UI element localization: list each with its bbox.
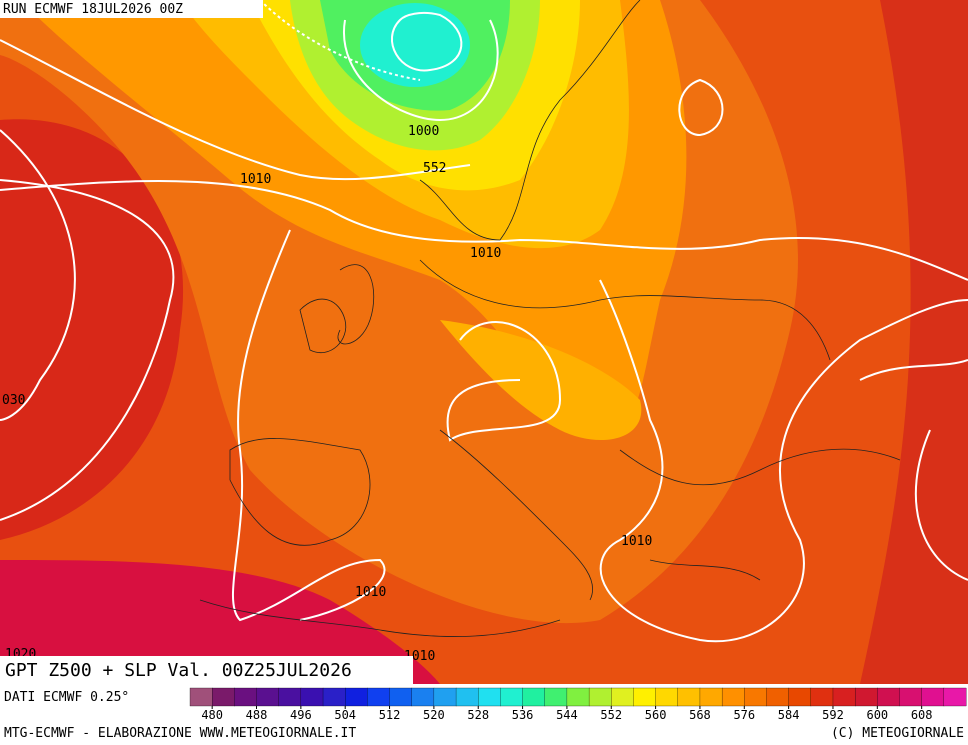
colorbar-swatch — [943, 687, 967, 707]
contour-label: 030 — [2, 393, 25, 408]
colorbar-swatch — [278, 687, 302, 707]
colorbar-tick-label: 496 — [290, 708, 312, 722]
colorbar-swatch — [234, 687, 257, 707]
coastline — [619, 448, 901, 486]
coastline — [439, 429, 593, 601]
colorbar-tick-label: 504 — [334, 708, 356, 722]
isobar — [446, 321, 562, 442]
colorbar-tick-label: 608 — [911, 708, 933, 722]
colorbar-swatch — [411, 687, 435, 707]
colorbar-swatch — [256, 687, 280, 707]
contour-label: 1000 — [408, 124, 439, 139]
colorbar-tick-label: 600 — [866, 708, 888, 722]
isobar — [0, 129, 76, 421]
isobar — [259, 0, 421, 81]
colorbar-swatch — [522, 687, 546, 707]
run-label: RUN ECMWF 18JUL2026 00Z — [3, 2, 183, 17]
colorbar-swatch — [389, 687, 413, 707]
contour-label: 1010 — [621, 534, 652, 549]
isobars — [0, 0, 968, 643]
copyright-label: (C) METEOGIORNALE — [831, 726, 964, 741]
isobar — [859, 359, 968, 381]
contour-label: 552 — [423, 161, 446, 176]
coastlines — [199, 0, 901, 637]
colorbar-tick-label: 560 — [645, 708, 667, 722]
coastline — [419, 0, 641, 241]
isobar — [232, 229, 386, 622]
colorbar-swatch — [322, 687, 346, 707]
colorbar-swatch — [500, 687, 524, 707]
coastline — [199, 599, 561, 637]
contour-label: 1010 — [355, 585, 386, 600]
colorbar-swatch — [212, 687, 235, 707]
coastline — [229, 438, 371, 546]
contour-labels: 1000 552 1010 1010 1010 1010 030 1020 10… — [2, 124, 652, 664]
colorbar-swatch — [721, 687, 745, 707]
colorbar-swatch — [566, 687, 590, 707]
map: 1000 552 1010 1010 1010 1010 030 1020 10… — [0, 0, 968, 684]
colorbar-swatch — [744, 687, 767, 707]
colorbar-tick-label: 480 — [201, 708, 223, 722]
isobar — [599, 279, 968, 643]
colorbar: 480 488 496 504 512 520 528 536 544 552 560 568 576 5… — [189, 687, 967, 722]
colorbar-swatch — [699, 687, 723, 707]
colorbar-swatch — [611, 687, 634, 707]
height-band — [360, 3, 470, 87]
colorbar-swatch — [633, 687, 657, 707]
colorbar-swatch — [189, 687, 213, 707]
colorbar-swatch — [854, 687, 878, 707]
height-band — [860, 0, 968, 684]
colorbar-swatch — [588, 687, 612, 707]
title-box — [0, 656, 413, 684]
height-band — [440, 320, 642, 440]
run-box — [0, 0, 263, 18]
colorbar-tick-label: 592 — [822, 708, 844, 722]
height-band — [0, 119, 184, 541]
colorbar-tick-label: 512 — [379, 708, 401, 722]
source-label: DATI ECMWF 0.25° — [4, 690, 129, 705]
colorbar-tick-label: 528 — [467, 708, 489, 722]
colorbar-swatch — [877, 687, 900, 707]
colorbar-swatch — [810, 687, 834, 707]
isobar — [914, 429, 968, 581]
colorbar-swatch — [544, 687, 568, 707]
colorbar-tick-label: 536 — [512, 708, 534, 722]
isobar — [678, 78, 724, 137]
coastline — [419, 259, 831, 361]
colorbar-swatch — [832, 687, 856, 707]
map-title: GPT Z500 + SLP Val. 00Z25JUL2026 — [5, 660, 352, 681]
colorbar-swatch — [478, 687, 501, 707]
colorbar-tick-label: 576 — [733, 708, 755, 722]
colorbar-tick-label: 552 — [600, 708, 622, 722]
coastline — [299, 298, 347, 353]
isobar — [0, 39, 471, 181]
colorbar-tick-label: 544 — [556, 708, 578, 722]
isobar — [390, 11, 463, 72]
height-band — [0, 560, 440, 684]
colorbar-swatch — [788, 687, 812, 707]
colorbar-swatch — [899, 687, 923, 707]
colorbar-swatch — [677, 687, 701, 707]
colorbar-swatch — [766, 687, 790, 707]
coastline — [649, 559, 761, 581]
isobar — [0, 179, 175, 521]
colorbar-swatch — [655, 687, 679, 707]
colorbar-swatch — [921, 687, 945, 707]
isobar — [0, 180, 968, 281]
contour-label: 1010 — [240, 172, 271, 187]
colorbar-swatch — [455, 687, 479, 707]
isobar — [342, 19, 499, 122]
colorbar-tick-label: 568 — [689, 708, 711, 722]
colorbar-tick-label: 520 — [423, 708, 445, 722]
colorbar-swatch — [345, 687, 368, 707]
colorbar-swatch — [300, 687, 324, 707]
colorbar-swatch — [433, 687, 457, 707]
coastline — [337, 264, 375, 345]
colorbar-tick-label: 584 — [778, 708, 800, 722]
credit-label: MTG-ECMWF - ELABORAZIONE WWW.METEOGIORNA… — [4, 726, 356, 741]
colorbar-tick-label: 488 — [246, 708, 268, 722]
colorbar-swatch — [367, 687, 390, 707]
contour-label: 1010 — [470, 246, 501, 261]
